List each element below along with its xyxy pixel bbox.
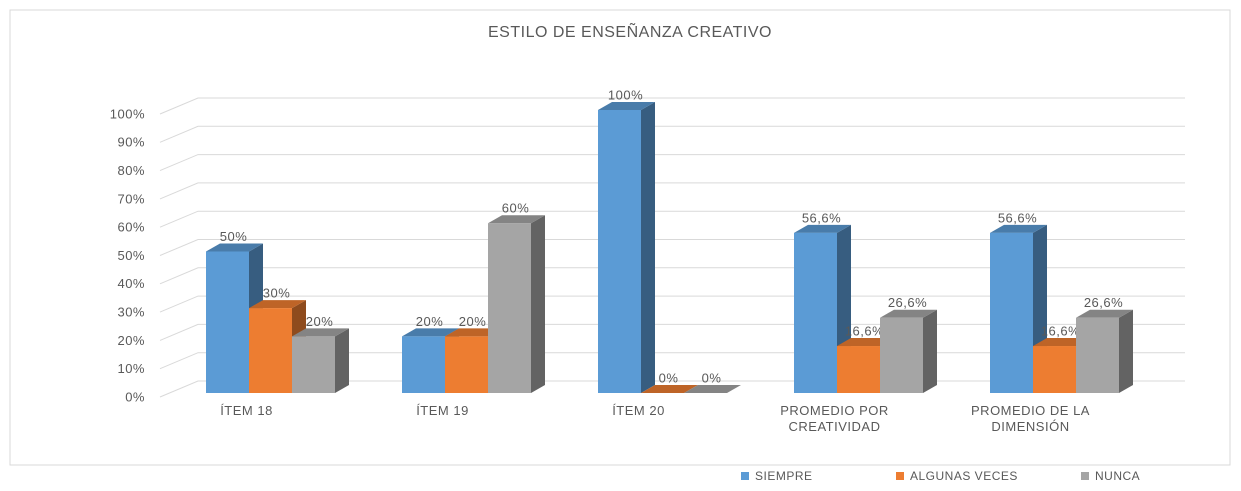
grid-line (159, 154, 1185, 172)
y-tick-label: 90% (117, 135, 145, 150)
bar-front (292, 336, 335, 393)
bar-top (292, 328, 349, 337)
bar-top (488, 215, 545, 224)
legend-swatch (1081, 472, 1089, 480)
bar-front (249, 308, 292, 393)
grid-line (159, 239, 1185, 256)
value-label: 26,6% (1084, 295, 1123, 310)
y-tick-label: 100% (110, 106, 145, 121)
chart-title: ESTILO DE ENSEÑANZA CREATIVO (488, 21, 772, 41)
bar-front (990, 232, 1033, 393)
bar-top (249, 300, 306, 309)
bar-side (1119, 309, 1133, 393)
grid-line (159, 182, 1185, 200)
bar (488, 215, 545, 393)
value-label: 0% (702, 370, 722, 385)
legend-label: NUNCA (1095, 469, 1140, 483)
x-tick-label: ÍTEM 18 (220, 403, 273, 418)
bar-side (531, 215, 545, 393)
grid-line (159, 295, 1185, 313)
legend-swatch (741, 472, 749, 480)
bar-front (598, 110, 641, 393)
bar-top (402, 328, 459, 337)
grid-line (159, 323, 1185, 341)
x-tick-label: PROMEDIO POR CREATIVIDAD (780, 403, 889, 434)
value-label: 100% (608, 87, 643, 102)
bar-top (641, 385, 698, 393)
value-label: 50% (220, 229, 248, 244)
x-tick-label: ÍTEM 19 (416, 403, 469, 418)
value-label: 60% (502, 201, 530, 216)
grid-line (159, 125, 1185, 143)
bar-top (445, 328, 502, 337)
legend-label: SIEMPRE (755, 469, 813, 483)
legend-label: ALGUNAS VECES (910, 469, 1018, 483)
y-tick-label: 0% (125, 389, 145, 404)
bar-side (335, 328, 349, 393)
grid-line (159, 267, 1185, 285)
value-label: 56,6% (998, 210, 1037, 225)
bar-top (1076, 309, 1133, 318)
value-label: 20% (306, 314, 334, 329)
bar-front (445, 336, 488, 393)
bar-top (837, 338, 894, 347)
bar-front (488, 223, 531, 393)
bar-front (794, 232, 837, 393)
y-tick-label: 80% (117, 163, 145, 178)
legend-swatch (896, 472, 904, 480)
y-tick-label: 70% (117, 191, 145, 206)
bar-front (837, 346, 880, 393)
y-tick-label: 50% (117, 248, 145, 263)
value-label: 0% (659, 370, 679, 385)
y-tick-label: 20% (117, 333, 145, 348)
grid-line (159, 210, 1185, 228)
bar-top (794, 224, 851, 233)
bar-side (641, 102, 655, 393)
grid-line (159, 97, 1185, 115)
bar-top (206, 243, 263, 252)
bar (292, 328, 349, 393)
bar (641, 385, 698, 393)
bar-front (402, 336, 445, 393)
value-label: 26,6% (888, 295, 927, 310)
x-tick-label: ÍTEM 20 (612, 403, 665, 418)
y-tick-label: 40% (117, 276, 145, 291)
x-tick-label: PROMEDIO DE LA DIMENSIÓN (971, 403, 1090, 434)
bar-top (1033, 338, 1090, 347)
bar-front (880, 317, 923, 393)
value-label: 16,6% (845, 323, 884, 338)
value-label: 20% (459, 314, 487, 329)
y-tick-label: 30% (117, 305, 145, 320)
bar (598, 102, 655, 393)
value-label: 16,6% (1041, 323, 1080, 338)
bar (880, 309, 937, 393)
bar-side (923, 309, 937, 393)
bar-top (598, 102, 655, 110)
y-tick-label: 10% (117, 361, 145, 376)
bar-front (1033, 346, 1076, 393)
bar-top (990, 224, 1047, 233)
y-tick-label: 60% (117, 220, 145, 235)
bar (1076, 309, 1133, 393)
bar-top (880, 309, 937, 318)
bar (684, 385, 741, 393)
bar-front (1076, 317, 1119, 393)
value-label: 30% (263, 286, 291, 301)
bar-top (684, 385, 741, 393)
value-label: 56,6% (802, 210, 841, 225)
value-label: 20% (416, 314, 444, 329)
bar-front (206, 251, 249, 393)
